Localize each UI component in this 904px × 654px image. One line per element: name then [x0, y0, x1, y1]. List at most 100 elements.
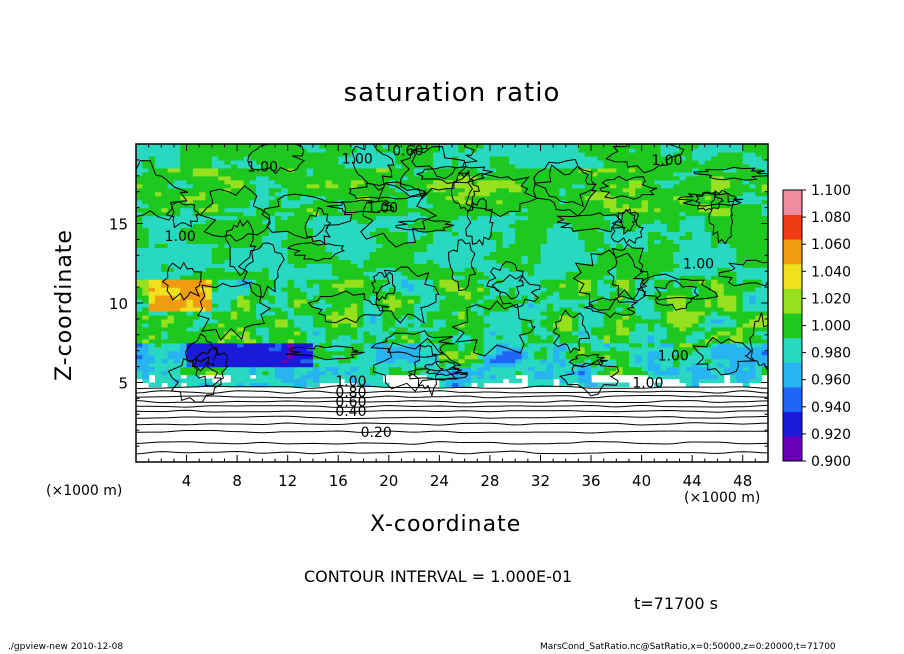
heatmap-cell [641, 199, 649, 205]
heatmap-cell [420, 147, 428, 153]
heatmap-cell [395, 338, 403, 344]
heatmap-cell [262, 207, 270, 213]
heatmap-cell [268, 179, 276, 185]
heatmap-cell [325, 167, 333, 173]
heatmap-cell [616, 263, 624, 268]
heatmap-cell [584, 199, 592, 205]
heatmap-cell [401, 263, 409, 268]
heatmap-cell [470, 183, 478, 189]
heatmap-cell [496, 342, 504, 348]
heatmap-cell [546, 334, 554, 340]
heatmap-cell [249, 219, 257, 225]
heatmap-cell [249, 267, 257, 272]
heatmap-cell [597, 163, 605, 169]
heatmap-cell [154, 163, 162, 169]
heatmap-cell [363, 247, 371, 252]
heatmap-cell [287, 354, 295, 360]
heatmap-cell [489, 155, 497, 161]
heatmap-cell [647, 326, 655, 332]
heatmap-cell [281, 247, 289, 252]
heatmap-cell [388, 171, 396, 177]
heatmap-cell [546, 144, 554, 149]
heatmap-cell [180, 175, 188, 181]
heatmap-cell [420, 219, 428, 225]
heatmap-cell [294, 271, 301, 276]
heatmap-cell [654, 314, 662, 320]
heatmap-cell [496, 295, 504, 300]
heatmap-cell [268, 243, 276, 248]
heatmap-cell [224, 215, 232, 221]
heatmap-cell [256, 179, 263, 185]
heatmap-cell [331, 247, 339, 252]
heatmap-cell [407, 171, 415, 177]
heatmap-cell [407, 283, 415, 288]
heatmap-cell [527, 283, 535, 288]
heatmap-cell [407, 243, 415, 248]
heatmap-cell [616, 215, 624, 221]
heatmap-cell [331, 167, 339, 173]
heatmap-cell [275, 231, 282, 237]
heatmap-cell [616, 259, 624, 264]
heatmap-cell [540, 382, 548, 388]
heatmap-cell [603, 318, 611, 324]
heatmap-cell [154, 362, 162, 368]
heatmap-cell [654, 227, 662, 233]
heatmap-cell [306, 211, 314, 217]
heatmap-cell [230, 235, 238, 240]
heatmap-cell [584, 195, 592, 201]
heatmap-cell [205, 167, 213, 173]
heatmap-cell [249, 295, 257, 300]
heatmap-cell [350, 287, 358, 292]
heatmap-cell [641, 151, 649, 157]
heatmap-cell [173, 227, 181, 233]
heatmap-cell [294, 326, 301, 332]
heatmap-cell [369, 255, 377, 260]
heatmap-cell [325, 326, 333, 332]
heatmap-cell [192, 374, 200, 380]
heatmap-cell [534, 231, 542, 237]
heatmap-cell [527, 366, 535, 372]
heatmap-cell [211, 295, 219, 300]
heatmap-cell [281, 263, 289, 268]
heatmap-cell [616, 275, 624, 280]
heatmap-cell [363, 299, 371, 304]
heatmap-cell [262, 358, 270, 364]
heatmap-cell [312, 171, 320, 177]
heatmap-cell [376, 243, 384, 248]
heatmap-cell [161, 271, 169, 276]
heatmap-cell [262, 255, 270, 260]
heatmap-cell [369, 279, 377, 284]
heatmap-cell [458, 350, 466, 356]
heatmap-cell [224, 187, 232, 193]
heatmap-cell [395, 183, 403, 189]
heatmap-cell [414, 275, 421, 280]
heatmap-cell [515, 207, 523, 213]
heatmap-cell [300, 215, 308, 221]
heatmap-cell [433, 235, 440, 240]
heatmap-cell [249, 279, 257, 284]
heatmap-cell [439, 255, 447, 260]
heatmap-cell [439, 243, 447, 248]
heatmap-cell [521, 199, 529, 205]
heatmap-cell [350, 215, 358, 221]
heatmap-cell [173, 175, 181, 181]
heatmap-cell [275, 195, 282, 201]
heatmap-cell [489, 291, 497, 296]
heatmap-cell [401, 167, 409, 173]
heatmap-cell [173, 306, 181, 312]
heatmap-cell [553, 231, 561, 237]
heatmap-cell [445, 211, 453, 217]
heatmap-cell [597, 255, 605, 260]
heatmap-cell [237, 362, 245, 368]
heatmap-cell [565, 303, 573, 308]
heatmap-cell [230, 362, 238, 368]
heatmap-cell [205, 175, 213, 181]
heatmap-cell [572, 318, 579, 324]
heatmap-cell [597, 159, 605, 165]
heatmap-cell [357, 382, 365, 388]
heatmap-cell [161, 279, 169, 284]
heatmap-cell [243, 314, 251, 320]
heatmap-cell [622, 366, 630, 372]
heatmap-cell [205, 211, 213, 217]
heatmap-cell [489, 203, 497, 209]
